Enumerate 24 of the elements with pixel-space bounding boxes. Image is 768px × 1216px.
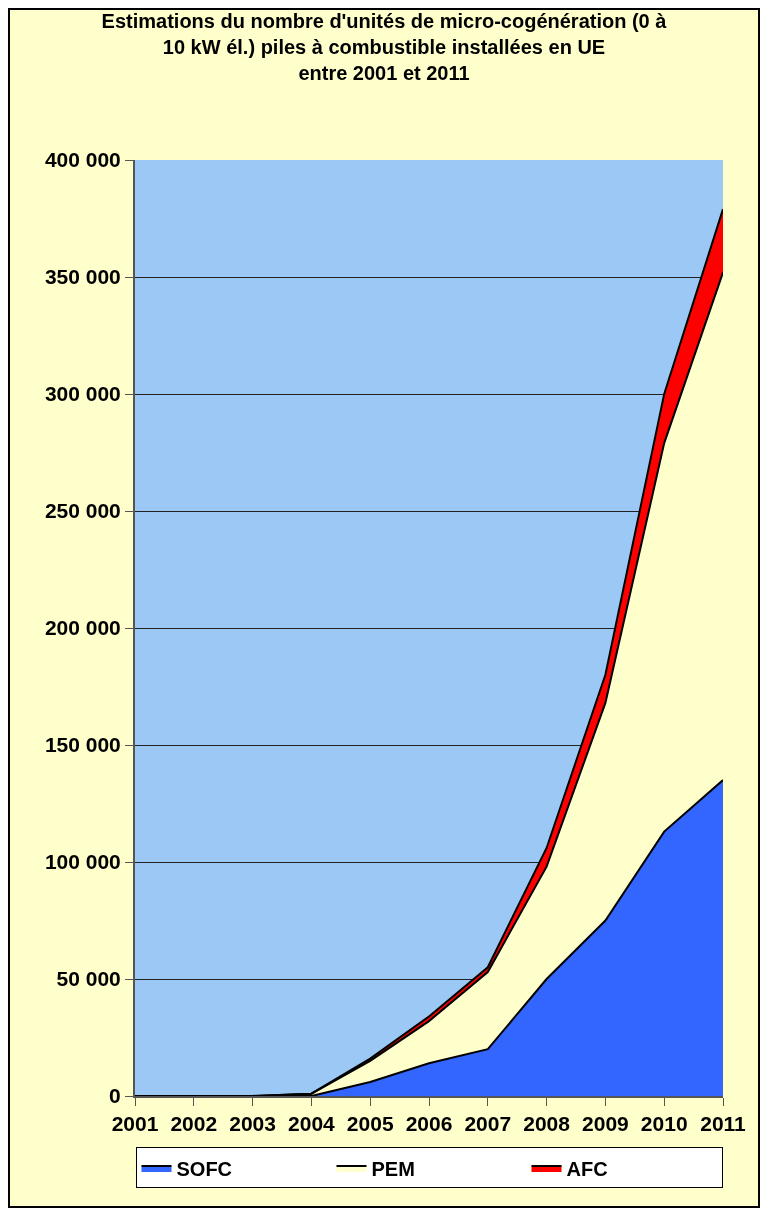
y-tick-label: 400 000 xyxy=(44,148,121,172)
legend-label: AFC xyxy=(566,1157,608,1180)
y-tick-label: 100 000 xyxy=(44,850,121,874)
y-tick-label: 300 000 xyxy=(44,382,121,406)
x-tick-label: 2005 xyxy=(346,1112,394,1136)
chart-title: Estimations du nombre d'unités de micro-cogénération (0 à 10 kW él.) piles à combustible installées en UE entre 2001 et 2011 xyxy=(101,9,668,84)
x-tick-label: 2010 xyxy=(640,1112,688,1136)
y-tick-label: 0 xyxy=(109,1084,121,1108)
x-tick-label: 2011 xyxy=(700,1112,747,1136)
y-tick-label: 50 000 xyxy=(56,967,121,991)
legend-label: PEM xyxy=(371,1157,415,1180)
y-tick-label: 200 000 xyxy=(44,616,121,640)
y-tick-label: 150 000 xyxy=(44,733,121,757)
x-tick-label: 2002 xyxy=(170,1112,218,1136)
x-tick-label: 2008 xyxy=(523,1112,571,1136)
x-tick-label: 2009 xyxy=(582,1112,629,1136)
legend-label: SOFC xyxy=(176,1157,233,1180)
x-tick-label: 2006 xyxy=(405,1112,453,1136)
x-tick-label: 2003 xyxy=(229,1112,276,1136)
x-tick-label: 2004 xyxy=(288,1112,336,1136)
x-tick-label: 2007 xyxy=(464,1112,512,1136)
x-tick-label: 2001 xyxy=(111,1112,159,1136)
y-tick-label: 250 000 xyxy=(44,499,121,523)
y-tick-label: 350 000 xyxy=(44,265,121,289)
